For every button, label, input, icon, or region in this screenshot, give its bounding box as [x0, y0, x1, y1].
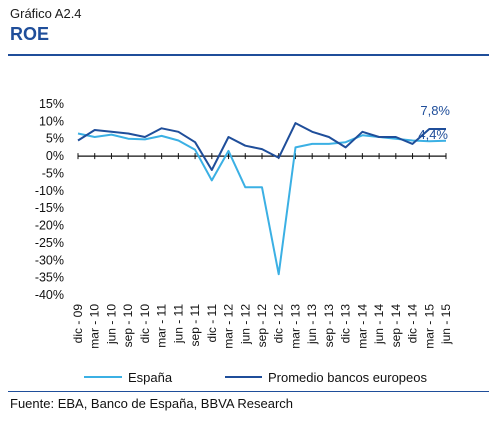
x-tick-label: sep - 14 — [389, 304, 403, 348]
x-tick-label: dic - 10 — [138, 304, 152, 344]
y-tick-label: -40% — [35, 288, 64, 302]
top-rule — [8, 54, 489, 56]
x-tick-label: mar - 10 — [88, 304, 102, 349]
x-tick-label: dic - 12 — [272, 304, 286, 344]
x-tick-label: mar - 13 — [288, 304, 302, 349]
x-tick-label: jun - 12 — [238, 304, 252, 345]
x-tick-label: dic - 11 — [205, 304, 219, 343]
plot-area — [77, 122, 447, 276]
chart-caption: Gráfico A2.4 — [10, 6, 82, 21]
legend: España Promedio bancos europeos — [84, 370, 427, 385]
y-tick-label: 10% — [39, 114, 64, 128]
y-tick-label: -25% — [35, 236, 64, 250]
legend-label-espana: España — [128, 370, 173, 385]
y-tick-label: 5% — [46, 132, 64, 146]
x-tick-label: jun - 11 — [171, 304, 185, 344]
y-tick-label: -5% — [42, 166, 64, 180]
x-tick-label: sep - 10 — [121, 304, 135, 348]
roe-line-chart: 15% 10% 5% 0% -5% -10% -15% -20% -25% -30% -35% -40… — [35, 97, 453, 385]
x-tick-label: mar - 15 — [422, 304, 436, 349]
x-tick-label: mar - 14 — [355, 304, 369, 349]
legend-label-europa: Promedio bancos europeos — [268, 370, 427, 385]
y-tick-label: -10% — [35, 184, 64, 198]
chart-title: ROE — [10, 24, 50, 44]
x-tick-label: sep - 13 — [322, 304, 336, 348]
annotation-espana-last: 4,4% — [418, 127, 448, 142]
y-tick-label: -15% — [35, 201, 64, 215]
x-tick-label: jun - 15 — [439, 304, 453, 345]
series-line-europa — [77, 122, 446, 171]
x-tick-label: sep - 11 — [188, 304, 202, 347]
x-tick-label: jun - 13 — [305, 304, 319, 345]
x-tick-label: jun - 10 — [104, 304, 118, 345]
x-axis: dic - 09 mar - 10 jun - 10 sep - 10 dic - 10… — [71, 153, 453, 349]
y-tick-label: 0% — [46, 149, 64, 163]
y-tick-label: 15% — [39, 97, 64, 111]
x-tick-label: dic - 14 — [406, 304, 420, 344]
x-tick-label: mar - 12 — [222, 304, 236, 349]
source-note: Fuente: EBA, Banco de España, BBVA Resea… — [10, 396, 294, 411]
y-tick-label: -35% — [35, 271, 64, 285]
bottom-rule — [8, 391, 489, 392]
y-tick-label: -30% — [35, 253, 64, 267]
y-tick-label: -20% — [35, 219, 64, 233]
x-tick-label: jun - 14 — [372, 304, 386, 345]
x-tick-label: sep - 12 — [255, 304, 269, 348]
x-tick-label: dic - 09 — [71, 304, 85, 344]
x-tick-label: mar - 11 — [155, 304, 169, 348]
x-tick-label: dic - 13 — [339, 304, 353, 344]
y-axis: 15% 10% 5% 0% -5% -10% -15% -20% -25% -30% -35% -40… — [35, 97, 64, 302]
annotation-europa-last: 7,8% — [420, 103, 450, 118]
